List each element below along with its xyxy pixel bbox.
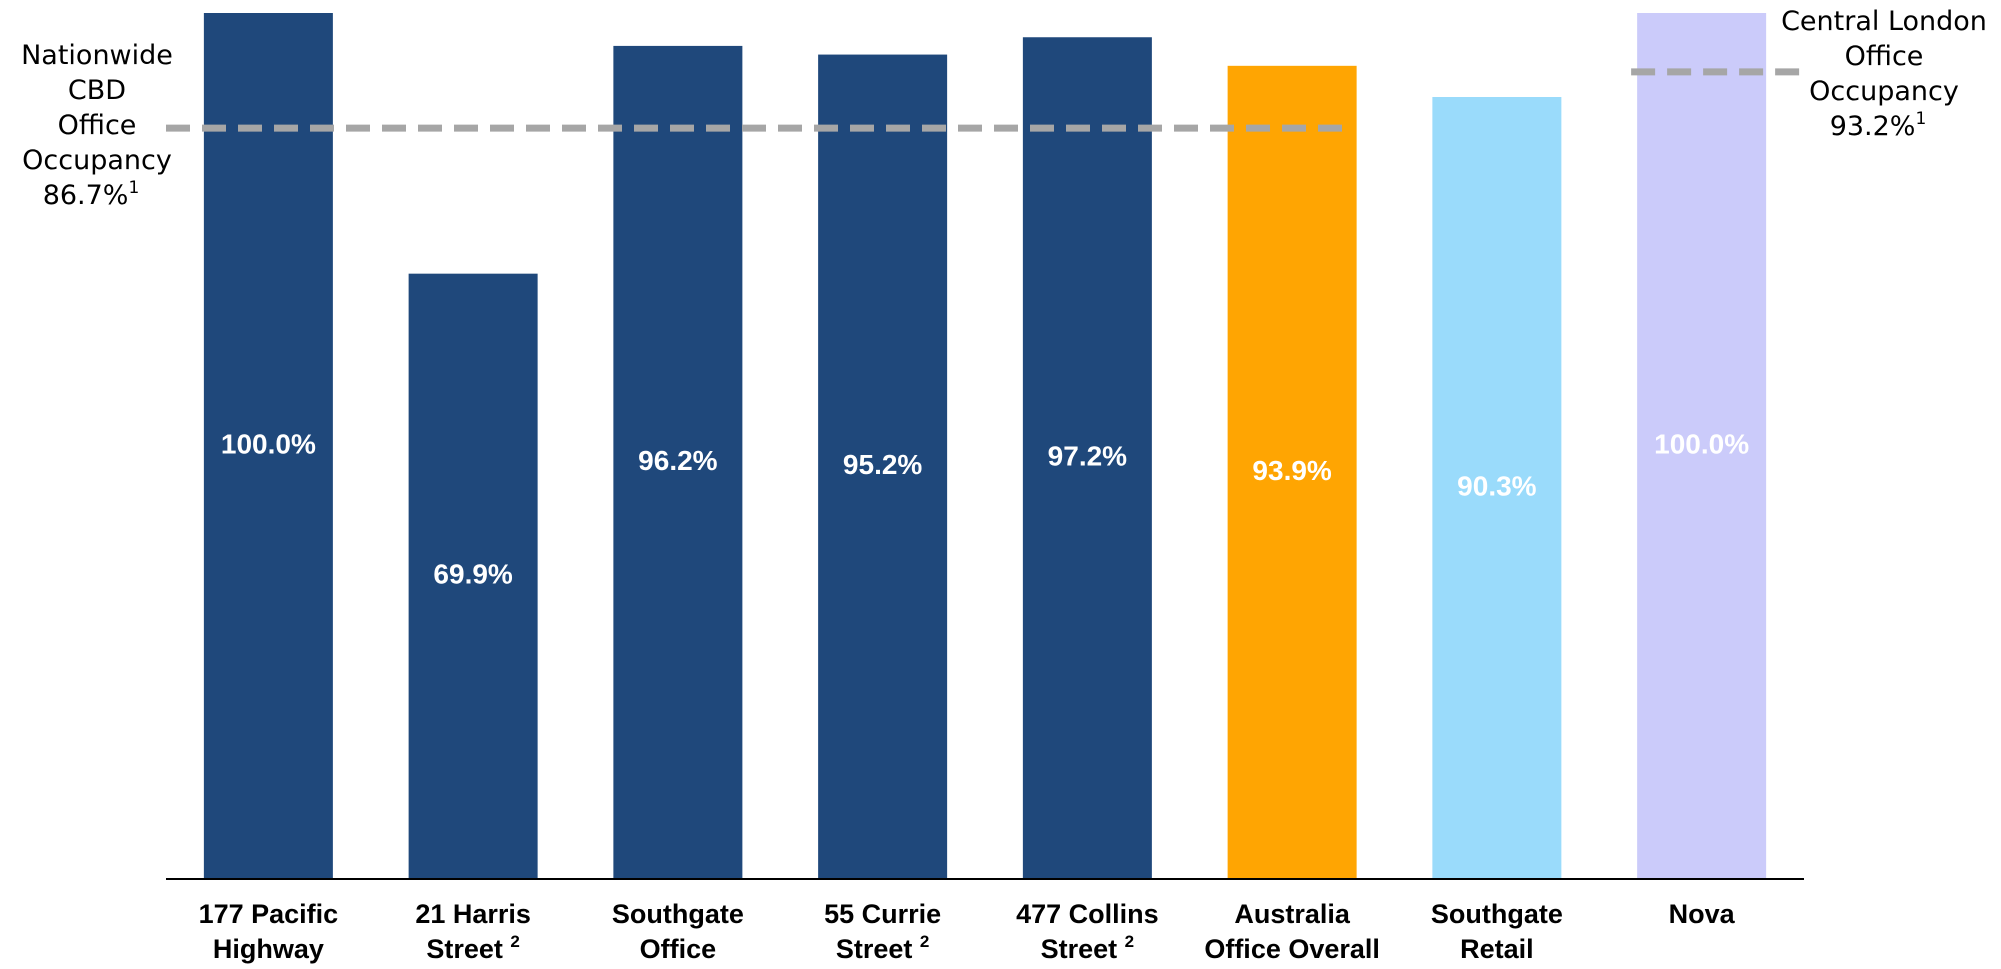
reference-label-line: Occupancy (1809, 76, 1959, 107)
reference-label-line: Nationwide (21, 40, 173, 71)
reference-value: 93.2% (1830, 111, 1916, 142)
x-tick-label-line: Highway (213, 934, 324, 964)
value-label: 97.2% (1048, 441, 1127, 472)
x-tick-label-line: Retail (1460, 934, 1534, 964)
x-tick-label-line: 21 Harris (415, 899, 531, 929)
x-tick-label: 55 Currie Street 2 (824, 899, 941, 964)
reference-value: 86.7% (43, 180, 129, 211)
value-label: 96.2% (638, 445, 717, 476)
footnote-mark: 1 (128, 178, 139, 198)
x-tick-label-line: 177 Pacific (199, 899, 339, 929)
bar (613, 45, 743, 879)
x-tick-label: 177 Pacific Highway (199, 899, 339, 964)
x-tick-label-line: Street (1041, 934, 1125, 964)
reference-label-line: Central London (1781, 6, 1987, 37)
bar (1022, 37, 1152, 880)
x-tick-label-line: 55 Currie (824, 899, 941, 929)
footnote-mark: 2 (510, 932, 519, 951)
x-tick-label: 477 Collins Street 2 (1016, 899, 1159, 964)
bar (818, 54, 948, 880)
x-tick-label: Nova (1669, 899, 1736, 929)
bar (1227, 65, 1357, 880)
x-tick-label-line: Southgate (1431, 899, 1563, 929)
footnote-mark: 2 (1125, 932, 1134, 951)
value-label: 93.9% (1252, 455, 1331, 486)
x-tick-label: Australia Office Overall (1204, 899, 1380, 964)
x-tick-label: Southgate Retail (1431, 899, 1563, 964)
bar (408, 273, 538, 879)
x-tick-label-line: Office (640, 934, 717, 964)
bar (1637, 13, 1767, 879)
value-label: 90.3% (1457, 470, 1536, 501)
x-tick-label-line: Street (426, 934, 510, 964)
x-tick-label-line: Australia (1234, 899, 1351, 929)
bar (1432, 97, 1562, 879)
x-tick-label-line: Nova (1669, 899, 1736, 929)
x-tick-label-line: Southgate (612, 899, 744, 929)
reference-label-line: Office (1845, 41, 1924, 72)
value-label: 100.0% (221, 428, 316, 459)
x-tick-label-line: Office Overall (1204, 934, 1380, 964)
x-tick-label: Southgate Office (612, 899, 744, 964)
reference-label-line: Occupancy (22, 145, 172, 176)
value-label: 100.0% (1654, 428, 1749, 459)
reference-label-line: CBD (68, 75, 126, 106)
footnote-mark: 2 (920, 932, 929, 951)
bar (203, 13, 333, 879)
x-tick-label-line: Street (836, 934, 920, 964)
value-label: 95.2% (843, 449, 922, 480)
reference-label: Central London Office Occupancy 93.2%1 (1781, 6, 1987, 142)
x-tick-label-line: 477 Collins (1016, 899, 1159, 929)
footnote-mark: 1 (1915, 109, 1926, 129)
value-label: 69.9% (433, 559, 512, 590)
reference-label-line: Office (58, 110, 137, 141)
x-tick-label: 21 Harris Street 2 (415, 899, 531, 964)
reference-label: Nationwide CBD Office Occupancy 86.7%1 (21, 40, 173, 211)
